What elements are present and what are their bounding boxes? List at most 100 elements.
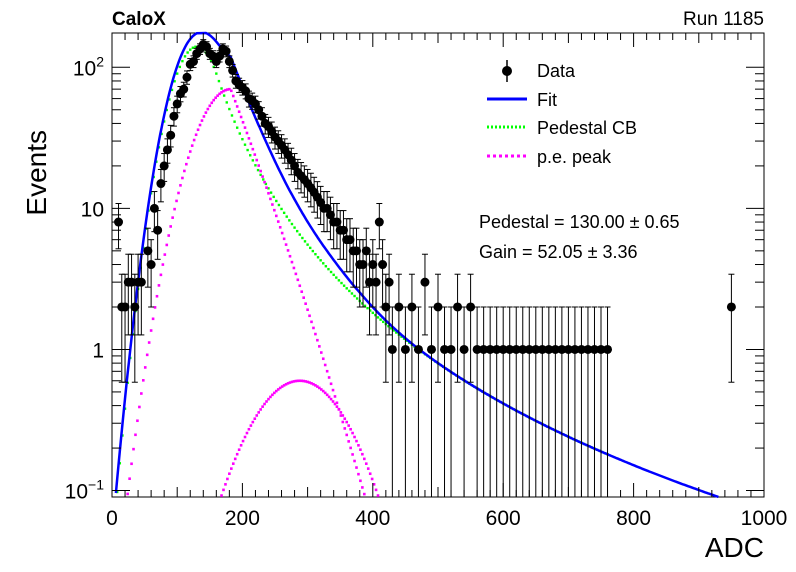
pe-peak2-curve-point	[282, 384, 286, 387]
data-point	[400, 306, 410, 497]
pedestal-curve-point	[162, 120, 166, 123]
pe-peak2-curve-point	[257, 411, 260, 414]
pe-peak-curve-point	[216, 94, 219, 97]
pe-peak2-curve-point	[376, 494, 380, 497]
pedestal-curve-point	[382, 320, 385, 324]
data-point	[550, 306, 560, 497]
pe-peak2-curve-point	[280, 385, 284, 388]
pedestal-curve-point	[285, 215, 288, 218]
data-point	[420, 253, 430, 336]
pedestal-curve-point	[212, 65, 215, 69]
pedestal-curve-point	[230, 114, 234, 117]
pe-peak-curve-point	[280, 231, 284, 235]
pe-peak-curve-point	[190, 144, 194, 147]
pe-peak-curve-point	[284, 243, 288, 246]
pe-peak2-curve-point	[304, 380, 307, 383]
pe-peak-curve-point	[130, 462, 133, 466]
pedestal-curve-point	[264, 182, 268, 186]
pedestal-curve-point	[288, 219, 291, 222]
pe-peak-curve-point	[321, 357, 325, 361]
pe-peak-curve-point	[347, 440, 350, 443]
pe-peak-curve-point	[140, 392, 143, 395]
pedestal-curve-point	[295, 229, 299, 233]
pe-peak-curve-point	[231, 94, 235, 98]
pe-peak2-curve-point	[233, 457, 237, 461]
legend-data-label: Data	[537, 61, 576, 81]
pedestal-curve-point	[235, 126, 239, 129]
data-point	[603, 306, 613, 497]
pe-peak-curve-point	[141, 379, 145, 382]
pe-peak-curve-point	[210, 101, 214, 105]
pe-peak-curve-point	[198, 123, 202, 127]
pe-peak-curve-point	[235, 105, 239, 108]
pe-peak2-curve-point	[249, 424, 253, 427]
pe-peak-curve-point	[218, 92, 221, 96]
pe-peak-curve-point	[349, 446, 352, 450]
pe-peak-curve-point	[163, 253, 167, 256]
pe-peak-curve-point	[275, 214, 278, 218]
pe-peak-curve-point	[157, 284, 161, 287]
data-point	[384, 253, 394, 336]
data-point	[459, 306, 469, 497]
pe-peak2-curve-point	[267, 397, 270, 401]
pe-peak-curve-point	[294, 272, 298, 276]
data-point	[221, 45, 231, 58]
pedestal-curve-point	[311, 249, 315, 253]
data-point	[544, 306, 554, 497]
pe-peak-curve-point	[169, 225, 172, 228]
data-point	[345, 218, 355, 273]
pe-peak-curve-point	[249, 142, 253, 146]
pe-peak2-curve-point	[265, 400, 268, 403]
pe-peak-curve-point	[278, 226, 282, 229]
pedestal-curve-point	[355, 297, 359, 300]
pedestal-curve-point	[353, 294, 356, 298]
pe-peak2-curve-point	[339, 411, 343, 414]
pe-peak-curve-point	[175, 199, 178, 203]
pedestal-curve-point	[389, 327, 393, 330]
pedestal-curve-point	[228, 107, 231, 111]
pe-peak-curve-point	[159, 273, 163, 277]
pe-peak2-curve-point	[374, 488, 378, 492]
legend-pedestal-label: Pedestal CB	[537, 118, 637, 138]
pedestal-curve-point	[366, 306, 369, 310]
x-tick-label: 200	[225, 507, 260, 530]
pe-peak2-curve-point	[235, 452, 239, 456]
data-point	[130, 273, 140, 383]
pe-peak-curve-point	[282, 237, 286, 241]
pe-peak-curve-point	[335, 401, 339, 405]
pedestal-curve-point	[400, 335, 403, 338]
data-point	[365, 253, 375, 336]
pe-peak2-curve-point	[323, 391, 327, 395]
plot-frame	[111, 32, 765, 498]
pe-peak2-curve-point	[273, 391, 276, 395]
pe-peak2-curve-point	[306, 380, 309, 384]
pe-peak-curve-point	[296, 278, 300, 282]
pe-peak2-curve-point	[220, 494, 223, 497]
pe-peak-curve-point	[202, 115, 206, 118]
data-point	[492, 306, 502, 497]
pe-peak-curve-point	[290, 260, 294, 264]
pedestal-curve-point	[269, 191, 273, 194]
pe-peak-curve-point	[143, 366, 147, 369]
pe-peak-curve-point	[186, 156, 190, 160]
data-point	[505, 306, 515, 497]
pe-peak2-curve-point	[349, 427, 352, 431]
data-point	[446, 306, 456, 497]
pedestal-curve-point	[267, 187, 270, 190]
pedestal-curve-point	[225, 101, 228, 104]
pe-peak2-curve-point	[259, 408, 262, 411]
y-tick-label: 10	[81, 198, 104, 221]
pe-peak-curve-point	[192, 138, 196, 142]
pe-peak-curve-point	[179, 184, 182, 187]
pedestal-curve-point	[376, 316, 380, 319]
pe-peak-curve-point	[245, 131, 249, 135]
data-point	[537, 306, 547, 497]
pe-peak2-curve-point	[239, 444, 243, 447]
pe-peak2-curve-point	[226, 477, 229, 481]
pe-peak-curve-point	[138, 405, 141, 409]
data-point	[426, 306, 436, 497]
pe-peak2-curve-point	[224, 483, 227, 486]
pedestal-curve-point	[178, 65, 182, 69]
y-axis-label: Events	[21, 130, 52, 216]
data-point	[136, 253, 146, 336]
